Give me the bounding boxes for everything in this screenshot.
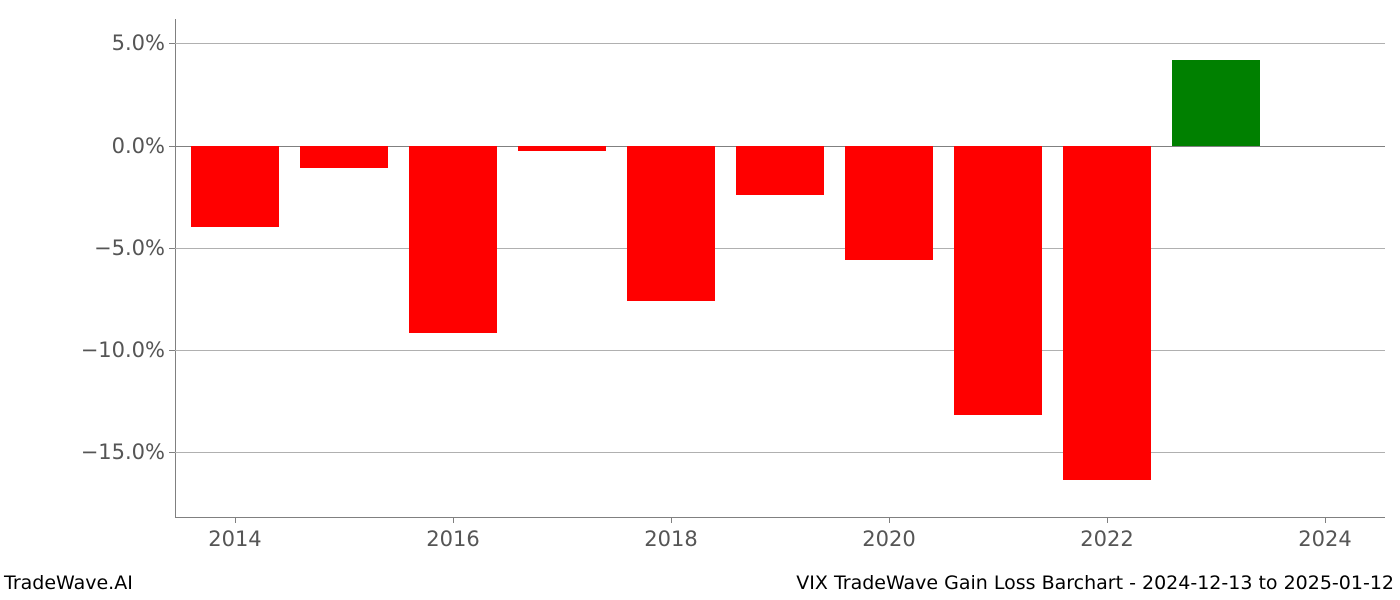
bar-2017 <box>518 146 605 151</box>
bar-2015 <box>300 146 387 168</box>
bar-2023 <box>1172 60 1259 146</box>
bar-2022 <box>1063 146 1150 481</box>
x-axis-spine <box>175 517 1385 518</box>
xtick-mark <box>1107 517 1108 523</box>
ytick-mark <box>169 43 175 44</box>
ytick-mark <box>169 248 175 249</box>
ytick-mark <box>169 350 175 351</box>
xtick-label: 2022 <box>1080 527 1133 551</box>
xtick-mark <box>235 517 236 523</box>
footer-right-caption: VIX TradeWave Gain Loss Barchart - 2024-… <box>796 572 1394 594</box>
bar-2019 <box>736 146 823 195</box>
xtick-mark <box>453 517 454 523</box>
bar-2018 <box>627 146 714 301</box>
xtick-label: 2024 <box>1298 527 1351 551</box>
bar-2020 <box>845 146 932 260</box>
gridline-h <box>175 248 1385 249</box>
ytick-label: −5.0% <box>94 236 165 260</box>
ytick-label: −10.0% <box>81 338 165 362</box>
xtick-label: 2016 <box>426 527 479 551</box>
bar-2021 <box>954 146 1041 415</box>
xtick-label: 2014 <box>208 527 261 551</box>
xtick-mark <box>1325 517 1326 523</box>
xtick-mark <box>671 517 672 523</box>
gridline-h <box>175 43 1385 44</box>
footer-left-branding: TradeWave.AI <box>4 572 133 594</box>
ytick-label: 5.0% <box>112 31 165 55</box>
gridline-h <box>175 452 1385 453</box>
chart-container: −15.0% −10.0% −5.0% 0.0% 5.0% 2014 2016 2018 202… <box>0 0 1400 600</box>
xtick-label: 2020 <box>862 527 915 551</box>
gridline-h <box>175 350 1385 351</box>
bar-2014 <box>191 146 278 228</box>
bar-2016 <box>409 146 496 334</box>
y-axis-spine <box>175 19 176 517</box>
ytick-label: −15.0% <box>81 440 165 464</box>
ytick-mark <box>169 452 175 453</box>
xtick-mark <box>889 517 890 523</box>
xtick-label: 2018 <box>644 527 697 551</box>
ytick-label: 0.0% <box>112 134 165 158</box>
plot-area: −15.0%−10.0%−5.0%0.0%5.0%201420162018202… <box>175 19 1385 517</box>
